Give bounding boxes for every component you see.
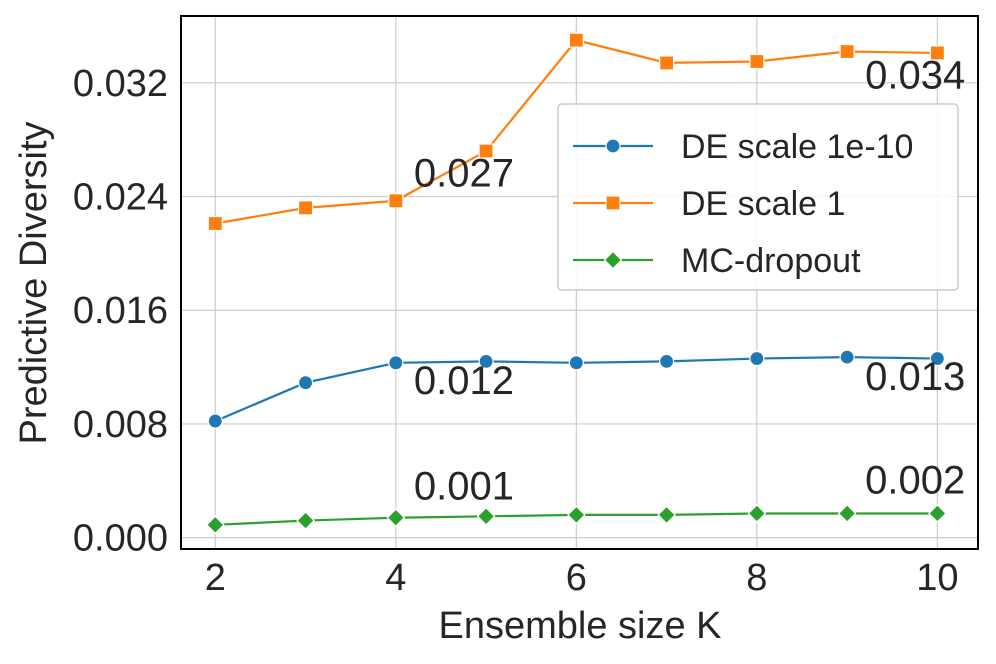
series-de-scale-1e-10 [207, 349, 945, 429]
legend-marker [605, 138, 621, 154]
x-tick-label: 10 [916, 557, 958, 599]
annotation-label: 0.027 [414, 152, 514, 196]
series-mc-dropout [205, 504, 947, 535]
data-point [659, 353, 675, 369]
legend: DE scale 1e-10 DE scale 1 MC-dropout [557, 103, 959, 291]
legend-entry: DE scale 1e-10 [573, 128, 913, 166]
tick-labels: 2 4 6 8 10 0.000 0.008 0.016 0.024 0.032 [73, 63, 959, 599]
y-tick-label: 0.008 [73, 404, 168, 446]
legend-label: DE scale 1 [681, 185, 845, 223]
data-point [929, 45, 945, 61]
data-point [837, 504, 857, 523]
x-tick-label: 6 [566, 557, 587, 599]
annotation-label: 0.012 [414, 359, 514, 403]
plot-frame [180, 15, 979, 550]
y-tick-label: 0.000 [73, 518, 168, 560]
data-point [476, 506, 496, 526]
legend-marker [605, 195, 621, 211]
data-point [205, 515, 225, 535]
legend-entry: DE scale 1 [573, 185, 845, 223]
data-point [388, 355, 404, 371]
data-point [386, 508, 406, 528]
data-point [657, 505, 676, 525]
data-point [839, 43, 855, 60]
data-point [747, 504, 767, 523]
data-point [839, 349, 855, 365]
legend-label: DE scale 1e-10 [681, 128, 913, 166]
y-axis-label: Predictive Diversity [13, 121, 55, 444]
x-tick-label: 2 [205, 557, 226, 599]
annotation-label: 0.002 [865, 459, 965, 503]
data-point [566, 505, 586, 525]
data-point [297, 375, 314, 391]
data-point [928, 504, 947, 523]
legend-box [557, 103, 959, 291]
data-point [568, 32, 584, 48]
data-point [207, 413, 223, 429]
data-point [296, 511, 315, 530]
annotation-label: 0.013 [865, 355, 965, 399]
data-point [659, 55, 675, 71]
data-point [297, 200, 314, 216]
data-point [478, 143, 494, 159]
annotation-label: 0.001 [414, 464, 514, 508]
data-point [568, 355, 584, 371]
series-de-scale-1 [207, 32, 945, 232]
legend-label: MC-dropout [681, 242, 861, 280]
data-point [749, 350, 765, 367]
annotation-label: 0.034 [865, 53, 965, 97]
data-point [478, 353, 494, 369]
data-point [749, 53, 765, 70]
series-group [205, 32, 947, 535]
data-point [929, 350, 945, 367]
legend-marker [603, 250, 623, 270]
x-tick-label: 8 [746, 557, 767, 599]
y-tick-label: 0.024 [73, 177, 168, 219]
legend-entry: MC-dropout [573, 242, 861, 280]
y-tick-label: 0.016 [73, 290, 168, 332]
data-point [207, 215, 223, 232]
x-axis-label: Ensemble size K [438, 605, 721, 647]
x-tick-label: 4 [385, 557, 406, 599]
data-point [388, 193, 404, 209]
annotations: 0.027 0.034 0.012 0.013 0.001 0.002 [414, 53, 965, 508]
y-tick-label: 0.032 [73, 63, 168, 105]
